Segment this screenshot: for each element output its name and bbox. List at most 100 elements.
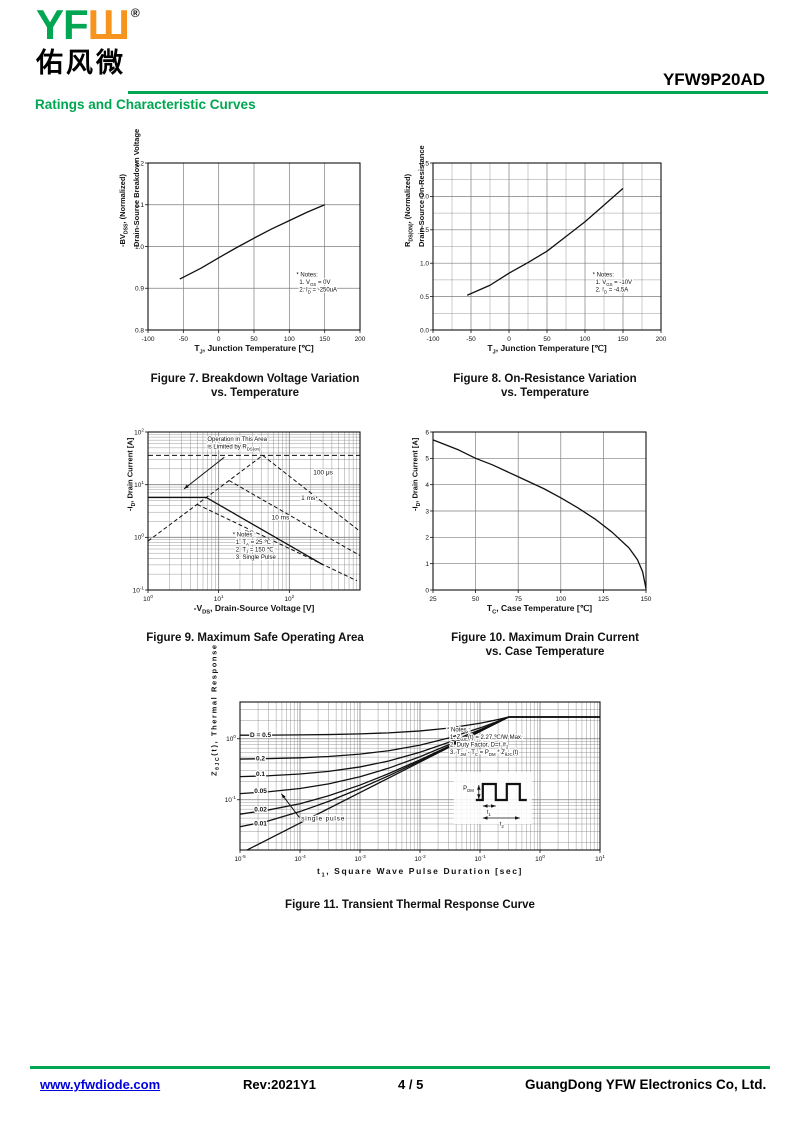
svg-text:1.5: 1.5: [420, 227, 429, 234]
svg-text:100: 100: [555, 596, 566, 603]
svg-text:3. Single Pulse: 3. Single Pulse: [236, 555, 277, 561]
figure-8-caption: Figure 8. On-Resistance Variation vs. Tem…: [453, 373, 637, 399]
figure-8-x-axis-label: TJ, Junction Temperature [℃]: [487, 343, 607, 356]
logo-w-glyph: Ш: [87, 1, 130, 48]
svg-text:0: 0: [507, 336, 511, 343]
svg-text:50: 50: [472, 596, 480, 603]
figure-7-breakdown-voltage: -100 -50 0 50 100 150 200 0.8 0.9 1.0 1.1 1.2 * Note…: [115, 128, 395, 412]
revision-label: Rev:2021Y1: [243, 1077, 316, 1092]
svg-text:100 μs: 100 μs: [313, 470, 333, 477]
svg-text:0.8: 0.8: [135, 327, 144, 334]
svg-text:50: 50: [543, 336, 551, 343]
figure-10-x-axis-label: TC, Case Temperature [℃]: [486, 603, 593, 616]
figure-10-max-drain-current: 25 50 75 100 125 150 0 1 2 3 4 5 6 -ID, Drain Curren…: [400, 420, 690, 682]
svg-text:1.2: 1.2: [135, 160, 144, 167]
svg-text:3. TJM - TC = PDM * ZθJC(t): 3. TJM - TC = PDM * ZθJC(t): [450, 750, 518, 757]
svg-text:-100: -100: [426, 336, 439, 343]
figure-7-chart: -100 -50 0 50 100 150 200 0.8 0.9 1.0 1.1 1.2 * Note…: [135, 160, 366, 343]
svg-text:* Notes:: * Notes:: [296, 273, 318, 279]
svg-text:0: 0: [217, 336, 221, 343]
svg-text:10-5: 10-5: [234, 854, 246, 863]
svg-text:1 ms: 1 ms: [301, 495, 316, 502]
part-number: YFW9P20AD: [662, 70, 765, 89]
svg-text:0.02: 0.02: [254, 807, 267, 814]
website-link[interactable]: www.yfwdiode.com: [40, 1077, 161, 1092]
svg-text:102: 102: [284, 594, 294, 603]
svg-text:102: 102: [134, 427, 144, 436]
svg-text:75: 75: [515, 596, 523, 603]
figure-9-caption: Figure 9. Maximum Safe Operating Area: [146, 632, 364, 644]
svg-text:D = 0.5: D = 0.5: [250, 732, 272, 739]
svg-text:0: 0: [425, 587, 429, 594]
svg-text:10-1: 10-1: [474, 854, 486, 863]
svg-text:5: 5: [425, 456, 429, 463]
svg-text:3: 3: [425, 508, 429, 515]
svg-text:1. TA = 25 ℃: 1. TA = 25 ℃: [236, 540, 271, 547]
svg-text:10-3: 10-3: [354, 854, 366, 863]
figure-11-chart: D = 0.5 0.2 0.1 0.05 0.02 0.01 10-5 10-4 10-3 10-…: [225, 701, 605, 863]
svg-text:-50: -50: [179, 336, 189, 343]
svg-text:t2: t2: [500, 822, 505, 829]
svg-text:1.1: 1.1: [135, 202, 144, 209]
svg-text:150: 150: [618, 336, 629, 343]
svg-text:101: 101: [595, 854, 605, 863]
company-name: GuangDong YFW Electronics Co, Ltd.: [525, 1077, 767, 1092]
figure-7-caption: Figure 7. Breakdown Voltage Variation vs.…: [150, 373, 360, 399]
svg-text:150: 150: [641, 596, 652, 603]
svg-text:2. ID = -250uA: 2. ID = -250uA: [299, 288, 337, 295]
header-rule: [128, 91, 768, 94]
logo-wordmark: YFШ ®: [36, 1, 140, 48]
svg-text:2: 2: [425, 535, 429, 542]
svg-text:200: 200: [656, 336, 667, 343]
footer-rule: [30, 1066, 770, 1069]
svg-text:* Notes :: * Notes :: [233, 532, 256, 538]
svg-text:100: 100: [580, 336, 591, 343]
svg-text:-100: -100: [141, 336, 154, 343]
svg-text:-50: -50: [466, 336, 476, 343]
svg-text:single pulse: single pulse: [301, 815, 345, 822]
svg-text:1. VGS = -10V: 1. VGS = -10V: [596, 280, 632, 287]
svg-text:1.0: 1.0: [135, 244, 144, 251]
svg-text:10-1: 10-1: [133, 585, 145, 594]
svg-text:150: 150: [319, 336, 330, 343]
figure-9-safe-operating-area: 100 μs 1 ms 10 ms DC 100 101 102 10-1 100 101 102 *…: [115, 420, 395, 682]
figure-8-on-resistance: -100 -50 0 50 100 150 200 0.0 0.5 1.0 1.5 2.0 2.5 * N…: [400, 145, 690, 412]
logo-chinese-name: 佑风微: [36, 48, 126, 78]
figure-9-x-axis-label: -VDS, Drain-Source Voltage [V]: [193, 603, 315, 616]
svg-text:101: 101: [134, 480, 144, 489]
svg-text:10-2: 10-2: [414, 854, 426, 863]
svg-text:DC: DC: [244, 530, 254, 537]
svg-text:100: 100: [284, 336, 295, 343]
svg-text:2. ID = -4.5A: 2. ID = -4.5A: [596, 288, 629, 295]
svg-text:2. Duty Factor, D=t1/t2: 2. Duty Factor, D=t1/t2: [450, 743, 509, 750]
svg-text:0.2: 0.2: [256, 755, 265, 762]
svg-text:100: 100: [134, 533, 144, 542]
svg-text:10-1: 10-1: [225, 795, 237, 804]
svg-text:1. VGS = 0V: 1. VGS = 0V: [299, 280, 330, 287]
logo-yf-text: YF: [36, 1, 89, 48]
svg-text:125: 125: [598, 596, 609, 603]
svg-text:10 ms: 10 ms: [272, 514, 290, 521]
section-title: Ratings and Characteristic Curves: [35, 97, 256, 112]
svg-text:200: 200: [355, 336, 366, 343]
svg-text:4: 4: [425, 482, 429, 489]
page-indicator: 4 / 5: [398, 1077, 424, 1092]
svg-text:* Notes :: * Notes :: [447, 728, 470, 734]
svg-text:Operation in This Area: Operation in This Area: [207, 437, 267, 443]
registered-trademark-icon: ®: [130, 6, 140, 20]
svg-text:101: 101: [214, 594, 224, 603]
figure-11-caption: Figure 11. Transient Thermal Response Cu…: [285, 899, 535, 911]
svg-text:PDM: PDM: [463, 786, 474, 793]
svg-text:100: 100: [143, 594, 153, 603]
svg-text:0.5: 0.5: [420, 294, 429, 301]
svg-text:6: 6: [425, 429, 429, 436]
svg-text:* Notes:: * Notes:: [593, 273, 615, 279]
figure-11-x-axis-label: t1, Square Wave Pulse Duration [sec]: [317, 866, 523, 879]
svg-text:2.5: 2.5: [420, 160, 429, 167]
svg-text:100: 100: [535, 854, 545, 863]
svg-text:2. TJ = 150 ℃: 2. TJ = 150 ℃: [236, 547, 274, 554]
figure-11-thermal-response: D = 0.5 0.2 0.1 0.05 0.02 0.01 10-5 10-4 10-3 10-…: [195, 643, 625, 952]
svg-text:1: 1: [425, 561, 429, 568]
